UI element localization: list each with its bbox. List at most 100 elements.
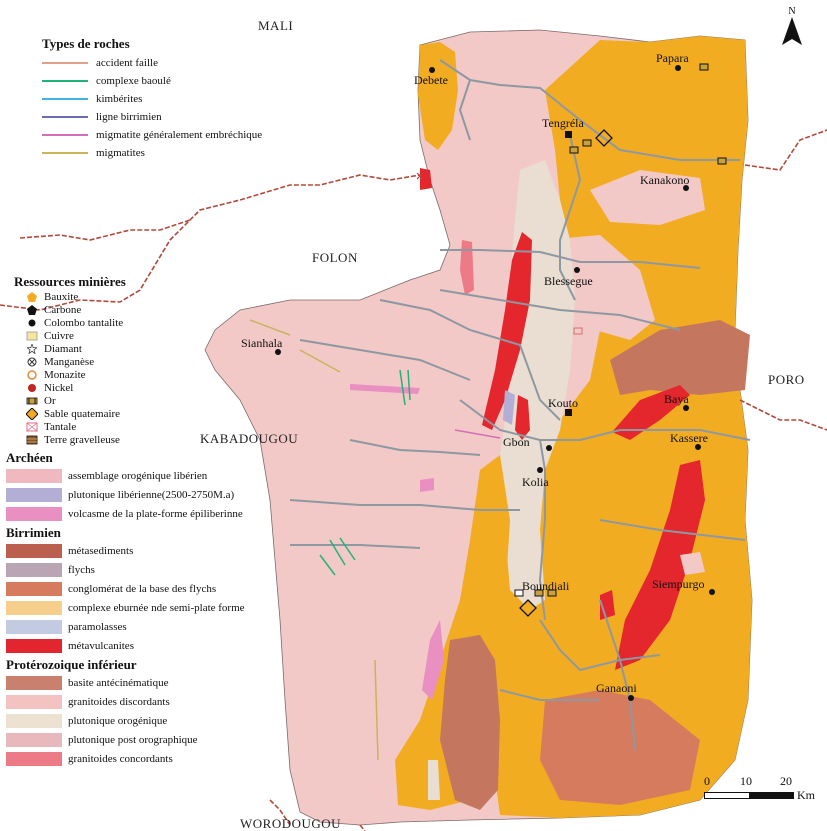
- legend-geology-label: conglomérat de la base des flychs: [68, 582, 217, 595]
- resource-symbols: [514, 63, 727, 617]
- town-label-ganaoni: Ganaoni: [596, 681, 637, 695]
- legend-resource-label: Monazite: [44, 368, 86, 381]
- legend-geology-item: plutonique libérienne(2500-2750M.a): [6, 485, 245, 504]
- legend-geology-group-title: Archéen: [6, 450, 53, 465]
- legend-rock-label: migmatite généralement embréchique: [96, 129, 263, 141]
- region-label-kabadougou: KABADOUGOU: [200, 431, 298, 446]
- legend-line-swatch: [42, 80, 88, 82]
- legend-geology-item: complexe eburnée nde semi-plate forme: [6, 598, 245, 617]
- legend-geology-item: granitoides concordants: [6, 749, 245, 768]
- legend-resource-label: Diamant: [44, 342, 82, 355]
- region-pink-patch-siempurgo: [680, 552, 705, 575]
- legend-resource-item: Nickel: [24, 381, 126, 394]
- legend-resource-item: Monazite: [24, 368, 126, 381]
- legend-color-swatch: [6, 581, 62, 596]
- envelope-pink-icon: [24, 422, 40, 432]
- legend-geology-item: volcasme de la plate-forme épiliberinne: [6, 504, 245, 523]
- legend-geology-item: plutonique post orographique: [6, 730, 245, 749]
- legend-geology: Archéen assemblage orogénique libérien plu…: [6, 448, 245, 768]
- legend-geology-label: métasediments: [68, 544, 134, 557]
- gold-mine-icon: [24, 396, 40, 406]
- legend-resource-item: Sable quatemaire: [24, 407, 126, 420]
- scale-tick-0: 0: [704, 774, 710, 788]
- legend-resource-label: Manganèse: [44, 355, 95, 368]
- legend-color-swatch: [6, 506, 62, 521]
- legend-geology-label: assemblage orogénique libérien: [68, 469, 208, 482]
- legend-color-swatch: [6, 675, 62, 690]
- legend-geology-label: basite antécinématique: [68, 676, 169, 689]
- legend-geology-group-title: Birrimien: [6, 525, 61, 540]
- region-pink-patch-kanakono: [590, 170, 705, 225]
- legend-resource-label: Or: [44, 394, 56, 407]
- legend-resource-label: Sable quatemaire: [44, 407, 121, 420]
- legend-geology-label: granitoides discordants: [68, 695, 170, 708]
- legend-color-swatch: [6, 619, 62, 634]
- legend-resource-item: Cuivre: [24, 329, 126, 342]
- legend-line-swatch: [42, 116, 88, 118]
- legend-geology-label: plutonique libérienne(2500-2750M.a): [68, 488, 235, 501]
- legend-rock-label: kimbérites: [96, 93, 143, 105]
- legend-resource-item: Colombo tantalite: [24, 316, 126, 329]
- legend-color-swatch: [6, 543, 62, 558]
- border-crosses: [416, 172, 424, 180]
- legend-geology-item: assemblage orogénique libérien: [6, 466, 245, 485]
- legend-geology-group-title: Protérozoique inférieur: [6, 657, 137, 672]
- legend-color-swatch: [6, 600, 62, 615]
- legend-resource-item: Manganèse: [24, 355, 126, 368]
- legend-geology-item: granitoides discordants: [6, 692, 245, 711]
- legend-rock-item: accident faille: [42, 54, 262, 72]
- legend-geology-label: plutonique post orographique: [68, 733, 198, 746]
- town-label-gbon: Gbon: [503, 435, 530, 449]
- legend-resource-label: Cuivre: [44, 329, 74, 342]
- legend-resources-title: Ressources minières: [14, 274, 126, 289]
- legend-color-swatch: [6, 732, 62, 747]
- region-label-mali: MALI: [258, 18, 293, 33]
- legend-resource-item: Bauxite: [24, 290, 126, 303]
- legend-rock-types: Types de roches accident faille complexe …: [42, 36, 263, 162]
- region-orange-debete: [418, 42, 458, 150]
- gravel-icon: [24, 435, 40, 445]
- dot-black-icon: [24, 318, 40, 328]
- town-label-blessegue: Blessegue: [544, 274, 593, 288]
- town-label-tengrela: Tengréla: [542, 116, 584, 130]
- legend-geology-item: métavulcanites: [6, 636, 245, 655]
- town-label-baya: Baya: [664, 392, 689, 406]
- borders: [0, 129, 827, 831]
- legend-resource-label: Terre gravelleuse: [44, 433, 120, 446]
- legend-geology-label: granitoides concordants: [68, 752, 173, 765]
- town-label-boundiali: Boundiali: [522, 579, 570, 593]
- legend-resource-item: Terre gravelleuse: [24, 433, 126, 446]
- scale-bar-graphic: [704, 792, 794, 799]
- legend-rock-item: migmatites: [42, 144, 262, 162]
- legend-rock-item: kimbérites: [42, 90, 262, 108]
- dyke-lines: [249, 319, 501, 761]
- region-concordant-granitoids: [460, 240, 474, 295]
- legend-geology-item: conglomérat de la base des flychs: [6, 579, 245, 598]
- region-red-metavolcanites-baya: [612, 385, 690, 440]
- town-label-kassere: Kassere: [670, 431, 708, 445]
- region-pink-volcanics-2: [420, 478, 434, 492]
- diamond-orange-icon: [24, 407, 40, 420]
- legend-rock-label: accident faille: [96, 57, 158, 69]
- north-arrow-icon: [782, 17, 802, 45]
- legend-geology-label: métavulcanites: [68, 639, 134, 652]
- legend-color-swatch: [6, 751, 62, 766]
- legend-geology-item: métasediments: [6, 541, 245, 560]
- legend-rock-item: complexe baoulé: [42, 72, 262, 90]
- town-label-sianhala: Sianhala: [241, 336, 283, 350]
- legend-geology-item: flychs: [6, 560, 245, 579]
- town-label-siempurgo: Siempurgo: [652, 577, 704, 591]
- scale-bar: 0 10 20 Km: [704, 774, 822, 808]
- legend-color-swatch: [6, 694, 62, 709]
- pentagon-orange-icon: [24, 291, 40, 302]
- legend-resource-label: Tantale: [44, 420, 77, 433]
- legend-rock-label: complexe baoulé: [96, 75, 171, 87]
- region-label-poro: PORO: [768, 372, 805, 387]
- legend-geology-label: paramolasses: [68, 620, 127, 633]
- legend-resource-item: Or: [24, 394, 126, 407]
- legend-geology-label: flychs: [68, 563, 95, 576]
- legend-color-swatch: [6, 487, 62, 502]
- legend-rock-types-title: Types de roches: [42, 36, 130, 51]
- legend-color-swatch: [6, 562, 62, 577]
